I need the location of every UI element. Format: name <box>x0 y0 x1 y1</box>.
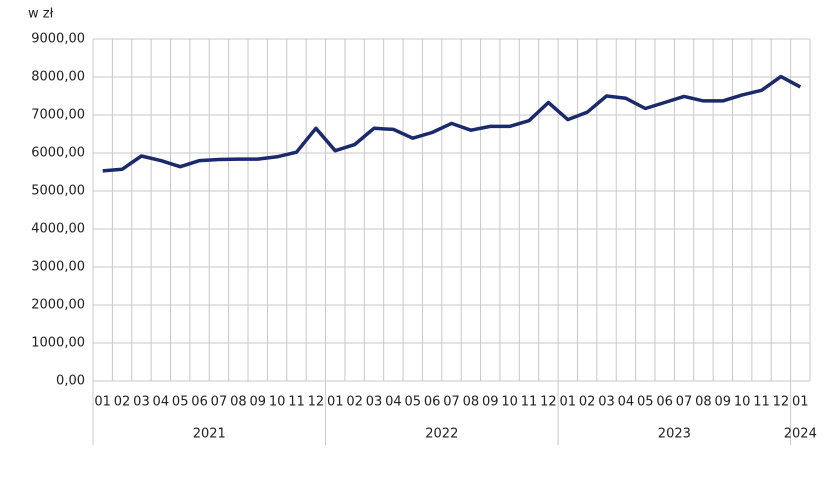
x-tick-label: 04 <box>385 395 402 410</box>
x-tick-label: 03 <box>133 395 150 410</box>
y-tick-label: 2000,00 <box>31 298 85 313</box>
x-tick-label: 11 <box>288 395 305 410</box>
y-tick-label: 3000,00 <box>31 260 85 275</box>
group-label: 2022 <box>425 427 458 442</box>
x-tick-label: 01 <box>94 395 111 410</box>
y-tick-label: 6000,00 <box>31 146 85 161</box>
group-label: 2023 <box>658 427 691 442</box>
x-tick-label: 01 <box>559 395 576 410</box>
group-label: 2021 <box>193 427 226 442</box>
x-tick-label: 07 <box>211 395 228 410</box>
x-tick-label: 05 <box>172 395 189 410</box>
x-tick-label: 12 <box>540 395 557 410</box>
group-label: 2024 <box>784 427 817 442</box>
x-tick-label: 09 <box>249 395 266 410</box>
x-tick-label: 05 <box>637 395 654 410</box>
x-tick-label: 09 <box>482 395 499 410</box>
y-axis-label: w zł <box>28 7 54 22</box>
line <box>102 74 802 173</box>
x-tick-label: 02 <box>114 395 131 410</box>
x-tick-label: 08 <box>230 395 247 410</box>
x-tick-label: 01 <box>327 395 344 410</box>
x-tick-label: 12 <box>773 395 790 410</box>
x-tick-label: 02 <box>346 395 363 410</box>
x-tick-label: 10 <box>501 395 518 410</box>
x-tick-label: 06 <box>424 395 441 410</box>
y-tick-label: 0,00 <box>56 374 85 389</box>
x-tick-label: 03 <box>366 395 383 410</box>
x-tick-label: 09 <box>715 395 732 410</box>
x-tick-label: 10 <box>734 395 751 410</box>
y-tick-label: 7000,00 <box>31 108 85 123</box>
y-tick-label: 5000,00 <box>31 184 85 199</box>
x-tick-label: 03 <box>598 395 615 410</box>
x-tick-label: 11 <box>753 395 770 410</box>
x-tick-label: 06 <box>191 395 208 410</box>
x-tick-label: 04 <box>153 395 170 410</box>
x-tick-label: 12 <box>308 395 325 410</box>
x-tick-label: 02 <box>579 395 596 410</box>
x-tick-label: 07 <box>676 395 693 410</box>
x-tick-label: 08 <box>695 395 712 410</box>
x-tick-label: 05 <box>404 395 421 410</box>
y-tick-label: 8000,00 <box>31 70 85 85</box>
x-tick-label: 07 <box>443 395 460 410</box>
x-tick-label: 06 <box>656 395 673 410</box>
x-tick-label: 08 <box>463 395 480 410</box>
y-tick-label: 1000,00 <box>31 336 85 351</box>
x-tick-label: 04 <box>618 395 635 410</box>
x-tick-label: 10 <box>269 395 286 410</box>
x-tick-label: 11 <box>521 395 538 410</box>
x-tick-label: 01 <box>792 395 809 410</box>
y-tick-label: 4000,00 <box>31 222 85 237</box>
y-tick-label: 9000,00 <box>31 32 85 47</box>
